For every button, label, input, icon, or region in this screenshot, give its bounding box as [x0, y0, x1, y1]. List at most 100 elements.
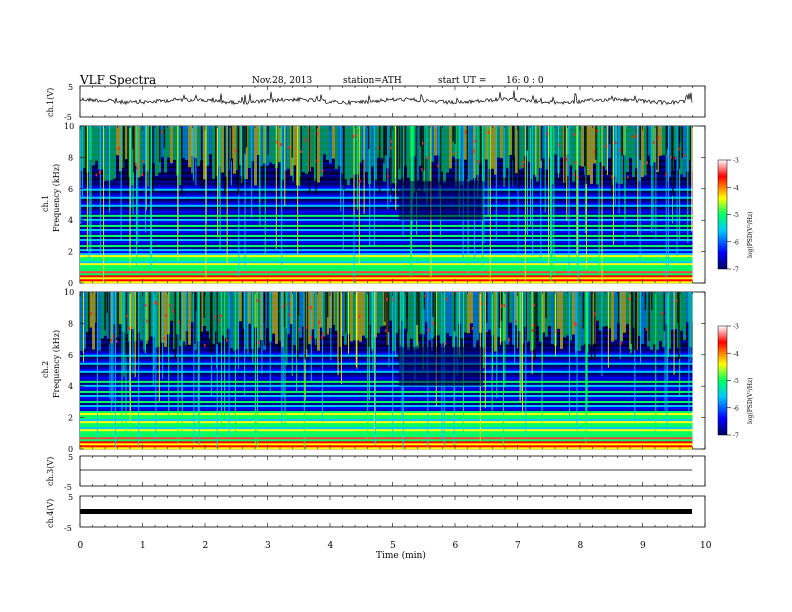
- spec-hot-spot: [444, 341, 447, 345]
- colorbar-tick-label: -4: [733, 185, 739, 192]
- spec-band: [80, 272, 693, 276]
- spec-sferic: [550, 126, 552, 282]
- spec-dark-streak: [136, 292, 138, 362]
- spec-burst: [491, 126, 494, 169]
- x-tick-label: 8: [578, 541, 584, 551]
- spec-sferic: [496, 292, 498, 399]
- spec-band: [80, 428, 693, 432]
- spec-hot-spot: [256, 299, 258, 303]
- spec-sferic: [526, 292, 528, 342]
- spec-dark-streak: [386, 292, 388, 348]
- spec-sferic: [576, 126, 578, 265]
- spec-burst: [107, 292, 110, 339]
- spec-band: [80, 264, 693, 268]
- spec-hot-spot: [359, 179, 361, 183]
- spec-sferic: [237, 292, 239, 369]
- colorbar-tick-label: -4: [733, 351, 739, 358]
- spec-dark-streak: [466, 126, 469, 180]
- spec-burst: [641, 126, 644, 178]
- spec-sferic: [503, 292, 505, 445]
- spec-burst: [500, 126, 503, 159]
- spec-band: [80, 354, 693, 357]
- spec-sferic: [367, 292, 369, 439]
- spec-sferic: [673, 292, 675, 375]
- spec-dark-streak: [383, 126, 385, 164]
- spec-hot-spot: [112, 334, 115, 338]
- spec-hot-spot: [432, 321, 434, 325]
- spec-hot-spot: [531, 328, 534, 332]
- spec-band: [80, 268, 693, 272]
- spec-burst: [371, 126, 374, 167]
- spec-hot-spot: [377, 146, 380, 150]
- spec-dark-streak: [179, 292, 182, 341]
- spec-burst: [218, 292, 221, 343]
- spec-sferic: [356, 292, 358, 369]
- spec-burst: [275, 292, 278, 344]
- spec-hot-spot: [421, 141, 424, 145]
- spec-hot-spot: [628, 297, 630, 301]
- spec-hot-spot: [276, 140, 278, 144]
- spec-dark-streak: [203, 292, 206, 318]
- spec-dark-streak: [595, 126, 597, 160]
- spec-burst: [599, 292, 602, 331]
- spec-sferic: [286, 292, 288, 366]
- spec-dark-streak: [332, 292, 334, 333]
- spec-sferic: [618, 126, 620, 214]
- spec-band: [80, 422, 693, 426]
- spec-burst: [212, 292, 215, 345]
- spec-dark-streak: [617, 292, 620, 340]
- spec-sferic: [484, 292, 486, 408]
- spec-burst: [437, 292, 440, 336]
- spec-band: [80, 250, 693, 254]
- spec-dark-streak: [326, 292, 329, 318]
- x-tick-label: 0: [78, 541, 84, 551]
- spec-burst: [191, 292, 194, 322]
- spec-dark-streak: [663, 292, 666, 332]
- spec-burst: [320, 126, 323, 177]
- spec-sferic: [652, 126, 654, 228]
- spec-burst: [488, 126, 491, 169]
- spec-dark-streak: [416, 292, 418, 326]
- spec-burst: [326, 126, 329, 160]
- spec-dark-streak: [678, 292, 680, 360]
- spec-sferic: [244, 292, 246, 396]
- spec-dark-streak: [308, 126, 311, 195]
- spec-sferic: [690, 292, 692, 362]
- spec-burst: [650, 292, 653, 350]
- spec-sferic: [637, 126, 639, 236]
- spec-sferic: [664, 292, 666, 411]
- spec-dark-streak: [507, 292, 510, 338]
- spec-burst: [230, 292, 233, 349]
- spec-burst: [131, 126, 134, 186]
- spec-dark-streak: [127, 126, 129, 186]
- spec-sferic: [90, 126, 92, 253]
- x-tick-label: 1: [140, 541, 146, 551]
- spec-burst: [290, 126, 293, 176]
- spec-burst: [380, 126, 383, 159]
- spec-sferic: [358, 126, 360, 265]
- spec-band: [80, 432, 693, 436]
- spec-burst: [272, 292, 275, 334]
- spec-burst: [425, 126, 428, 159]
- spec-burst: [653, 126, 656, 163]
- ch1-colorbar: [717, 159, 728, 270]
- spec-sferic: [314, 126, 316, 179]
- spec-sferic: [395, 126, 397, 210]
- spec-hot-spot: [574, 161, 577, 165]
- spec-hot-spot: [142, 159, 145, 163]
- spec-dark-streak: [267, 292, 269, 346]
- spec-burst: [467, 292, 470, 334]
- spec-burst: [404, 292, 407, 329]
- spec-burst: [209, 126, 212, 155]
- spec-dark-streak: [133, 126, 135, 173]
- spec-burst: [509, 126, 512, 155]
- spec-burst: [113, 292, 116, 325]
- spec-burst: [182, 126, 185, 159]
- spec-sferic: [150, 126, 152, 268]
- spec-burst: [254, 126, 257, 186]
- freq-tick-label: 10: [64, 122, 74, 131]
- spec-dark-streak: [498, 292, 501, 329]
- spec-sferic: [193, 126, 195, 181]
- spec-sferic: [520, 292, 522, 393]
- spec-burst: [224, 292, 227, 339]
